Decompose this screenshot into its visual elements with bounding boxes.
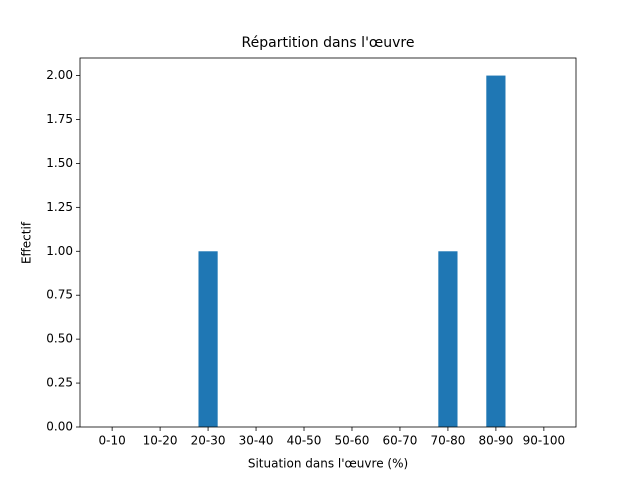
x-tick-label: 0-10 [99, 434, 126, 448]
x-axis-label: Situation dans l'œuvre (%) [248, 457, 408, 471]
bar [486, 75, 506, 428]
bar [198, 251, 218, 427]
y-tick-label: 1.25 [46, 200, 73, 214]
x-tick-label: 30-40 [239, 434, 274, 448]
x-tick-label: 10-20 [143, 434, 178, 448]
x-tick-label: 80-90 [478, 434, 513, 448]
x-tick-label: 20-30 [191, 434, 226, 448]
chart-title: Répartition dans l'œuvre [242, 35, 415, 51]
plot-frame [79, 57, 577, 428]
y-tick-label: 0.00 [46, 420, 73, 434]
bar [438, 251, 458, 427]
x-tick-label: 90-100 [523, 434, 566, 448]
x-tick-label: 70-80 [430, 434, 465, 448]
y-tick-label: 0.25 [46, 376, 73, 390]
y-tick-label: 0.50 [46, 332, 73, 346]
y-tick-label: 1.00 [46, 244, 73, 258]
y-axis-label: Effectif [20, 221, 34, 264]
y-tick-label: 1.50 [46, 156, 73, 170]
x-tick-label: 50-60 [335, 434, 370, 448]
y-tick-label: 2.00 [46, 68, 73, 82]
x-tick-label: 40-50 [287, 434, 322, 448]
y-tick-label: 0.75 [46, 288, 73, 302]
y-tick-label: 1.75 [46, 112, 73, 126]
x-tick-label: 60-70 [383, 434, 418, 448]
